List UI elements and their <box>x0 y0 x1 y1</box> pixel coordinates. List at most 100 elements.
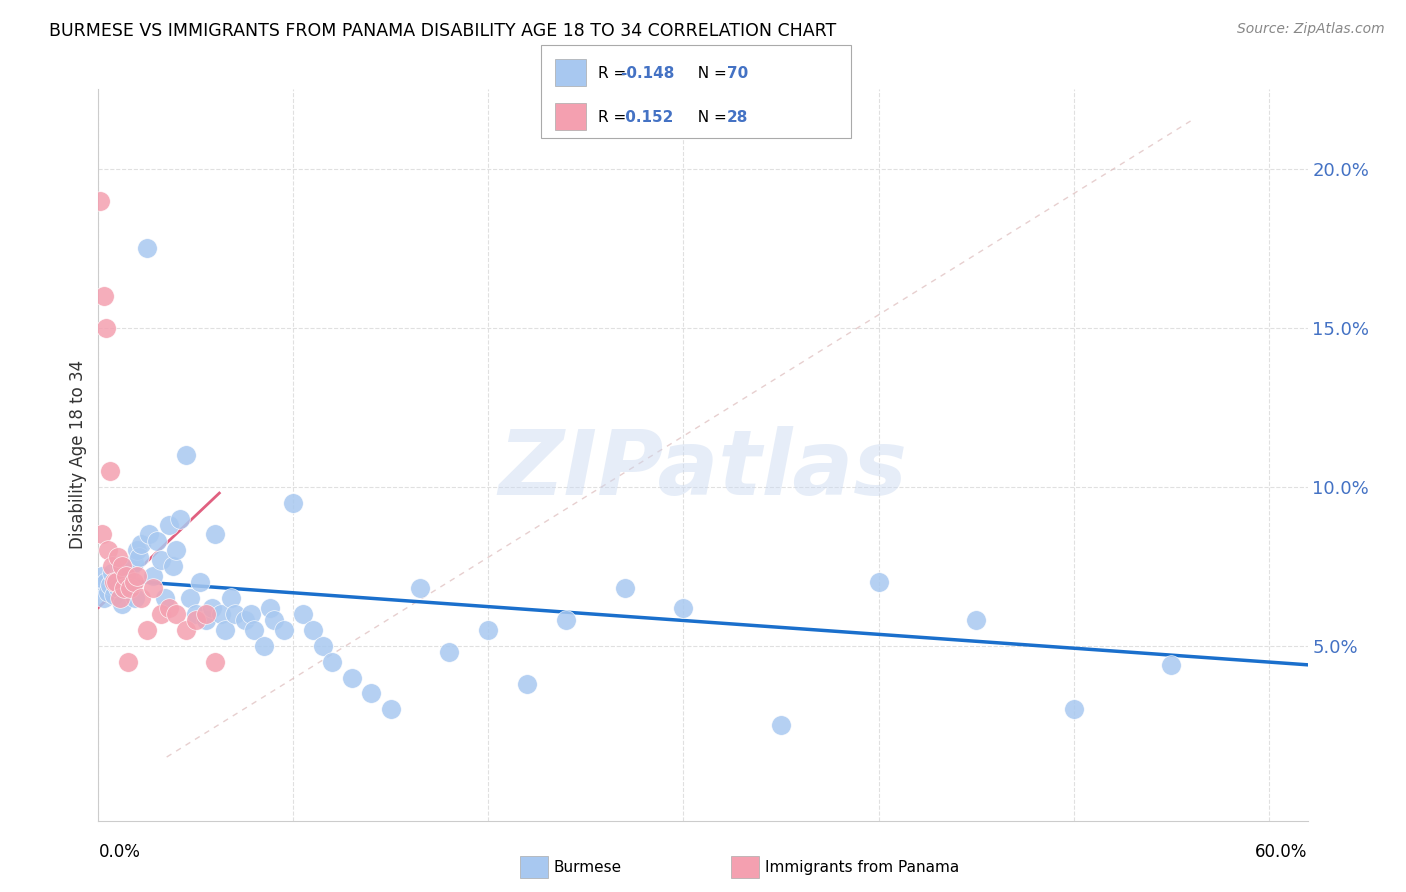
Point <box>243 623 266 637</box>
Point <box>200 600 222 615</box>
Point <box>107 582 129 596</box>
Point <box>118 562 141 576</box>
Point <box>149 553 172 567</box>
Point <box>477 623 499 637</box>
Point <box>321 655 343 669</box>
Point <box>127 543 149 558</box>
Point <box>96 320 118 334</box>
Text: BURMESE VS IMMIGRANTS FROM PANAMA DISABILITY AGE 18 TO 34 CORRELATION CHART: BURMESE VS IMMIGRANTS FROM PANAMA DISABI… <box>49 22 837 40</box>
Point <box>89 582 111 596</box>
Point <box>89 194 111 208</box>
Point <box>302 623 325 637</box>
Text: 0.152: 0.152 <box>620 111 673 125</box>
Point <box>868 575 890 590</box>
Point <box>153 591 176 605</box>
Point <box>104 572 127 586</box>
Point <box>142 568 165 582</box>
Point <box>93 289 115 303</box>
Point <box>149 607 172 621</box>
Point <box>253 639 276 653</box>
Point <box>204 655 226 669</box>
Point <box>169 511 191 525</box>
Point <box>165 543 187 558</box>
Text: N =: N = <box>688 66 731 80</box>
Point <box>108 559 131 574</box>
Point <box>184 607 207 621</box>
Point <box>439 645 461 659</box>
Point <box>204 527 226 541</box>
Y-axis label: Disability Age 18 to 34: Disability Age 18 to 34 <box>69 360 87 549</box>
Point <box>360 686 382 700</box>
Point <box>614 582 637 596</box>
Point <box>239 607 262 621</box>
Point <box>98 464 121 478</box>
Point <box>114 575 136 590</box>
Point <box>103 588 125 602</box>
Point <box>769 718 792 732</box>
Point <box>122 575 145 590</box>
Text: -0.148: -0.148 <box>620 66 675 80</box>
Text: R =: R = <box>598 66 631 80</box>
Text: R =: R = <box>598 111 631 125</box>
Point <box>273 623 295 637</box>
Point <box>214 623 236 637</box>
Point <box>1063 702 1085 716</box>
Point <box>283 495 305 509</box>
Point <box>108 591 131 605</box>
Point <box>409 582 432 596</box>
Text: Burmese: Burmese <box>554 860 621 874</box>
Point <box>97 584 120 599</box>
Point <box>112 582 135 596</box>
Point <box>121 578 143 592</box>
Text: Immigrants from Panama: Immigrants from Panama <box>765 860 959 874</box>
Point <box>516 677 538 691</box>
Point <box>312 639 335 653</box>
Point <box>111 598 134 612</box>
Point <box>127 568 149 582</box>
Point <box>128 549 150 564</box>
Point <box>142 582 165 596</box>
Text: N =: N = <box>688 111 731 125</box>
Point <box>555 613 578 627</box>
Point <box>131 537 153 551</box>
Text: Source: ZipAtlas.com: Source: ZipAtlas.com <box>1237 22 1385 37</box>
Point <box>162 559 184 574</box>
Point <box>96 575 118 590</box>
Point <box>111 559 134 574</box>
Point <box>184 613 207 627</box>
Text: 28: 28 <box>727 111 748 125</box>
Point <box>103 575 125 590</box>
Point <box>157 517 180 532</box>
Point <box>118 582 141 596</box>
Point <box>259 600 281 615</box>
Point <box>124 591 146 605</box>
Point <box>107 549 129 564</box>
Point <box>188 575 211 590</box>
Point <box>194 607 217 621</box>
Point <box>101 566 124 580</box>
Point <box>138 527 160 541</box>
Text: ZIPatlas: ZIPatlas <box>499 425 907 514</box>
Point <box>136 241 159 255</box>
Point <box>174 448 197 462</box>
Text: 70: 70 <box>727 66 748 80</box>
Point <box>194 613 217 627</box>
Point <box>97 543 120 558</box>
Point <box>117 655 139 669</box>
Point <box>104 575 127 590</box>
Point <box>179 591 201 605</box>
Point <box>122 556 145 570</box>
Point <box>233 613 256 627</box>
Point <box>263 613 285 627</box>
Point <box>91 568 114 582</box>
Point <box>91 527 114 541</box>
Point <box>131 591 153 605</box>
Point <box>224 607 246 621</box>
Point <box>292 607 315 621</box>
Point <box>93 591 115 605</box>
Point <box>380 702 402 716</box>
Point <box>98 578 121 592</box>
Point <box>117 582 139 596</box>
Point <box>1160 657 1182 672</box>
Point <box>112 568 135 582</box>
